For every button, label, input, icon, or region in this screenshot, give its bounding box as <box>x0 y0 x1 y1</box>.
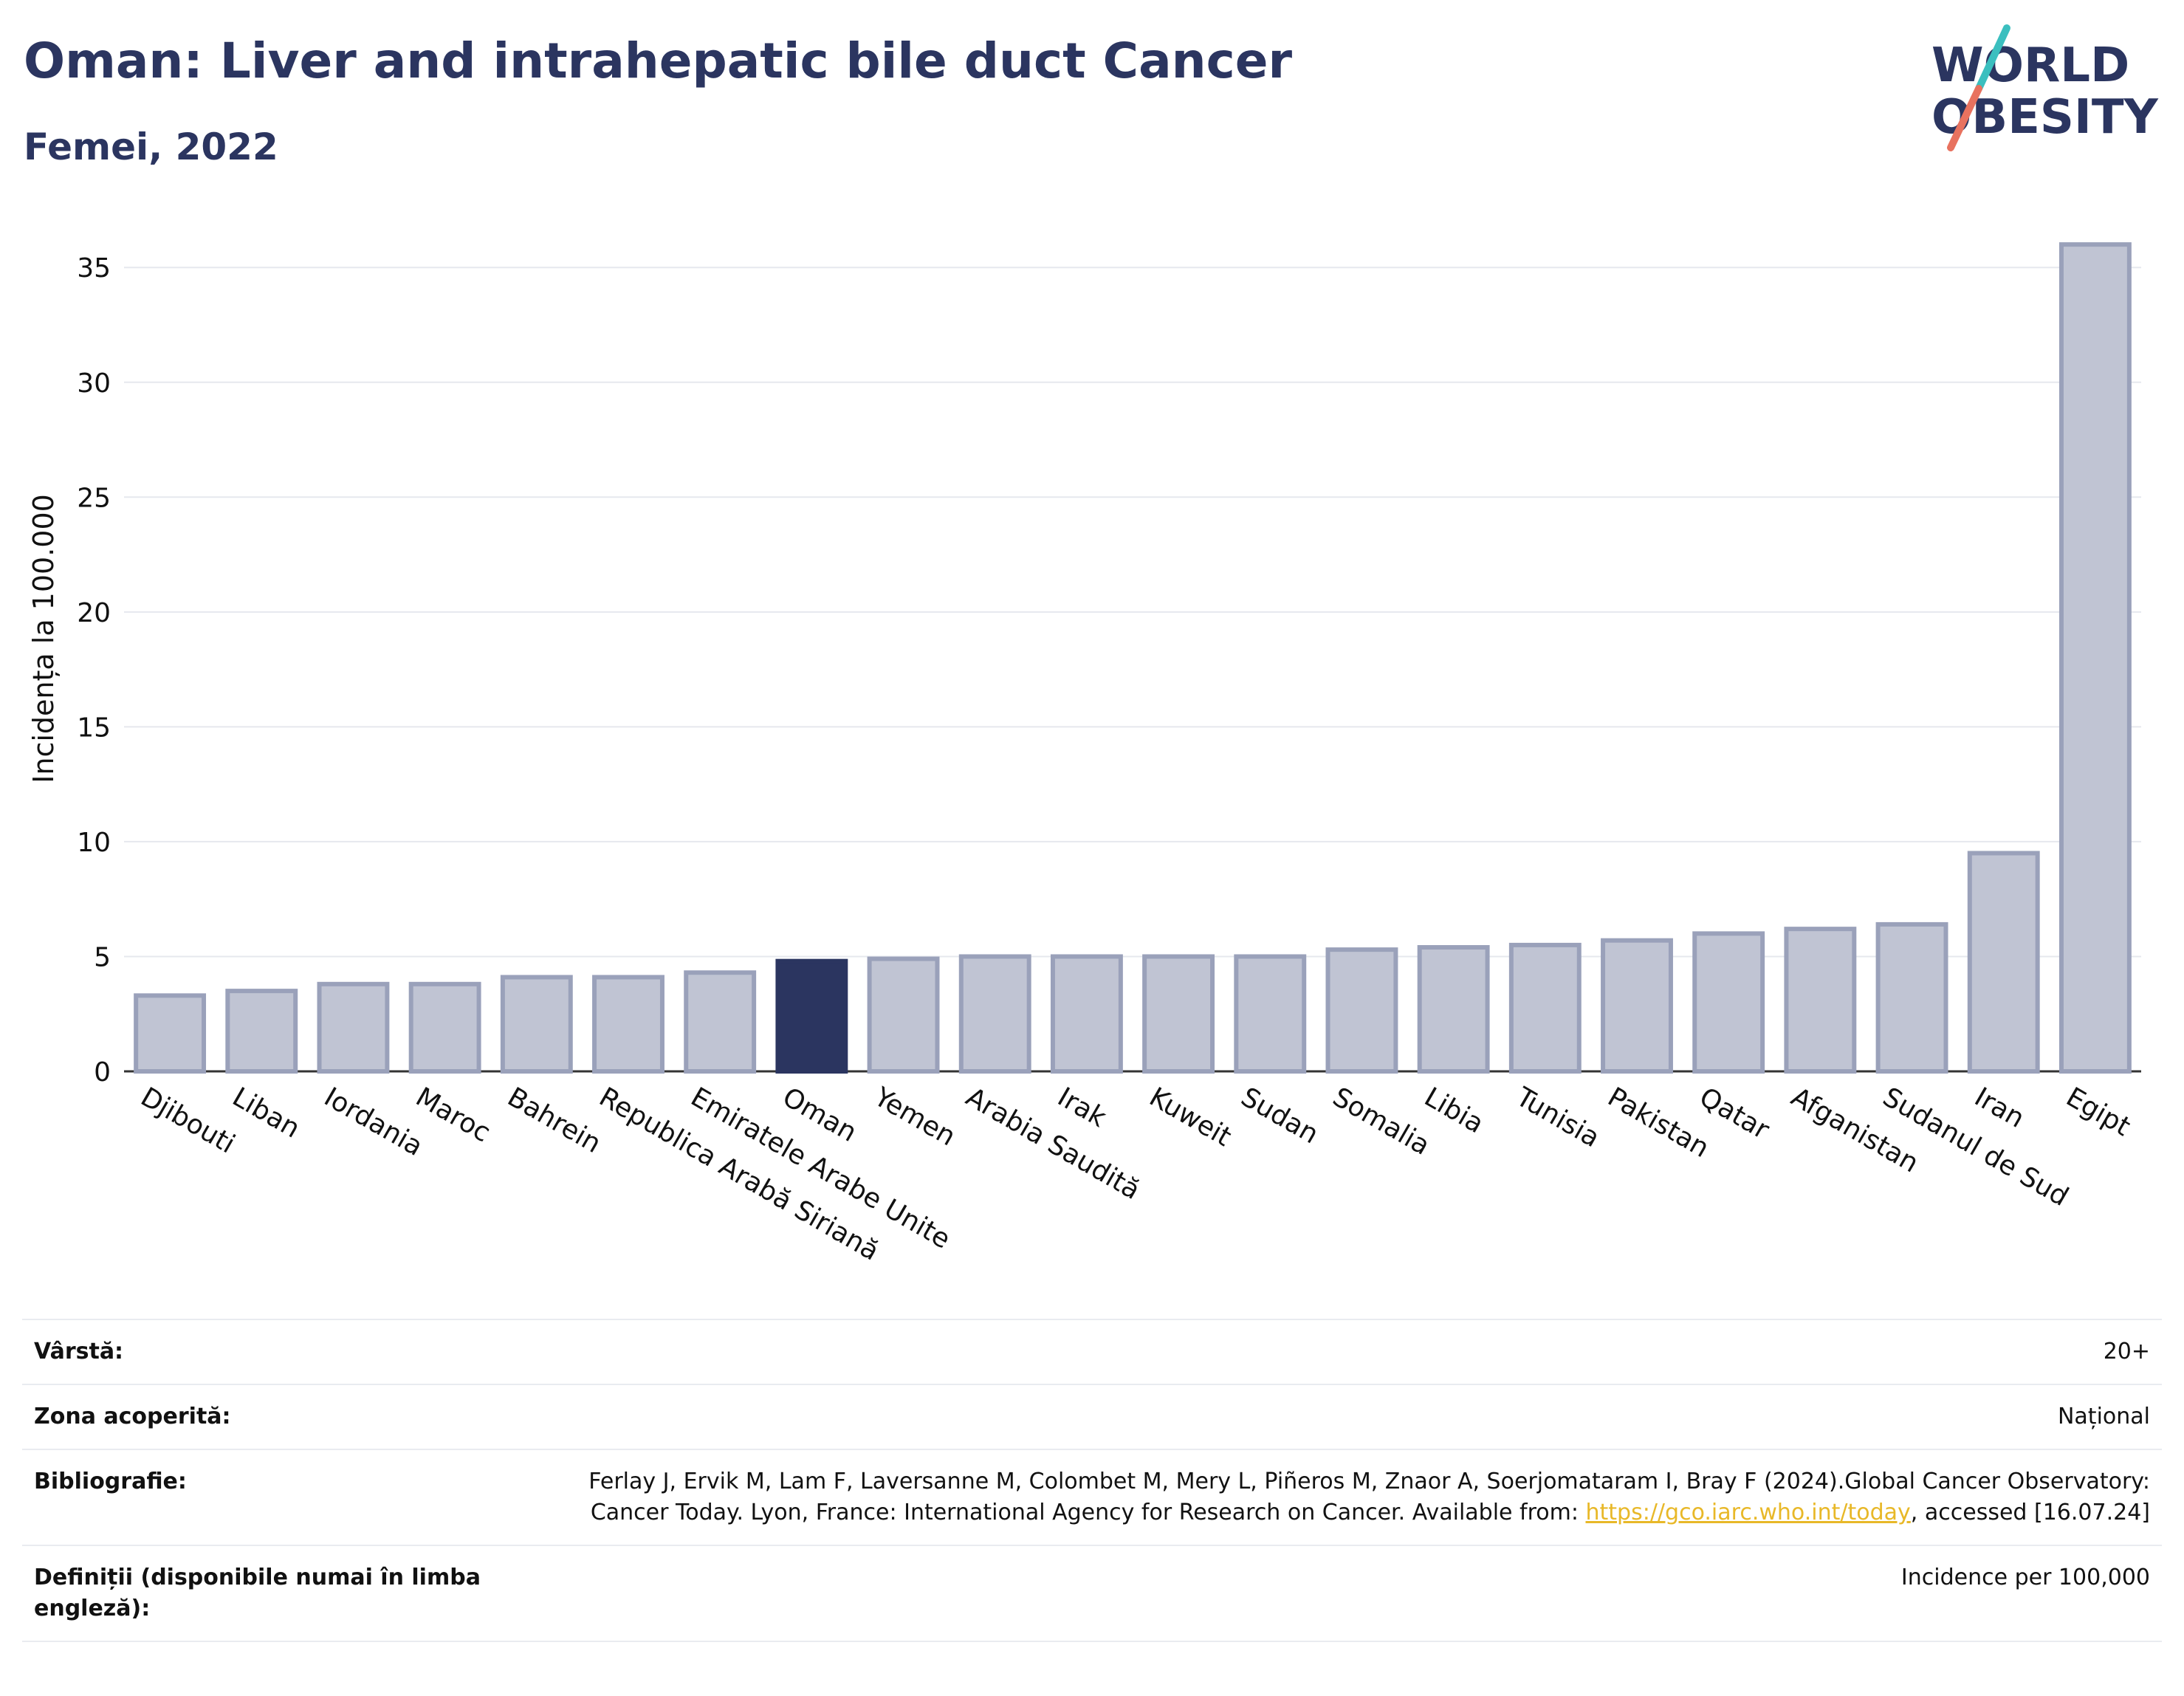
chart-subtitle: Femei, 2022 <box>24 126 278 168</box>
world-obesity-logo: WORLD OBESITY <box>1931 24 2158 151</box>
logo-slash-teal-icon <box>1975 24 2010 92</box>
x-tick-label: Bahrein <box>502 1082 605 1159</box>
meta-label: Definiții (disponibile numai în limba en… <box>34 1565 481 1621</box>
x-tick-label: Kuweit <box>1144 1082 1237 1153</box>
meta-value: Incidence per 100,000 <box>1900 1565 2150 1590</box>
bar-emiratele-arabe-unite <box>684 970 757 1074</box>
y-tick-label: 15 <box>77 713 111 743</box>
meta-label: Bibliografie: <box>34 1469 187 1494</box>
bar-somalia <box>1325 947 1398 1074</box>
logo-line1: WORLD <box>1931 38 2129 93</box>
bar-pakistan <box>1601 938 1673 1074</box>
meta-row-age: Vârstă: 20+ <box>22 1319 2162 1384</box>
bar-maroc <box>408 981 481 1074</box>
bar-kuweit <box>1142 954 1215 1074</box>
bar-iran <box>1967 851 2040 1074</box>
bar-arabia-saudită <box>958 954 1031 1074</box>
meta-value: Ferlay J, Ervik M, Lam F, Laversanne M, … <box>506 1466 2150 1528</box>
meta-label: Zona acoperită: <box>34 1404 231 1429</box>
x-tick-label: Djibouti <box>136 1082 240 1159</box>
y-tick-label: 30 <box>77 368 111 399</box>
meta-row-coverage: Zona acoperită: Național <box>22 1384 2162 1449</box>
x-tick-label: Egipt <box>2061 1082 2135 1142</box>
y-tick-label: 20 <box>77 598 111 628</box>
bibliography-link[interactable]: https://gco.iarc.who.int/today <box>1585 1500 1911 1525</box>
y-tick-label: 5 <box>94 942 111 972</box>
logo-slash-coral-icon <box>1947 85 1982 151</box>
y-tick-label: 0 <box>94 1057 111 1088</box>
meta-value: 20+ <box>2103 1339 2150 1364</box>
logo-line2: OBESITY <box>1931 90 2158 145</box>
bar-egipt <box>2058 242 2132 1074</box>
y-axis-label: Incidența la 100.000 <box>27 494 60 783</box>
bar-liban <box>225 989 298 1074</box>
bar-iordania <box>317 981 390 1074</box>
x-tick-label: Irak <box>1052 1082 1111 1133</box>
x-tick-label: Iran <box>1969 1082 2029 1134</box>
bar-djibouti <box>134 993 207 1074</box>
bar-libia <box>1417 945 1490 1074</box>
bibliography-text: Ferlay J, Ervik M, Lam F, Laversanne M, … <box>588 1469 2150 1525</box>
x-tick-label: Yemen <box>868 1082 961 1153</box>
y-tick-label: 25 <box>77 483 111 513</box>
bar-republica-arabă-siriană <box>592 975 665 1074</box>
y-tick-label: 10 <box>77 828 111 858</box>
bibliography-accessed: , accessed [16.07.24] <box>1910 1500 2150 1525</box>
meta-value: Național <box>2057 1404 2150 1429</box>
y-tick-label: 35 <box>77 253 111 284</box>
bar-sudanul-de-sud <box>1875 921 1948 1074</box>
meta-row-definitions: Definiții (disponibile numai în limba en… <box>22 1545 2162 1642</box>
bar-qatar <box>1692 931 1765 1074</box>
chart-title: Oman: Liver and intrahepatic bile duct C… <box>24 32 1293 89</box>
meta-row-bibliography: Bibliografie: Ferlay J, Ervik M, Lam F, … <box>22 1449 2162 1545</box>
bar-irak <box>1050 954 1123 1074</box>
x-tick-label: Somalia <box>1328 1082 1435 1161</box>
bar-yemen <box>867 956 940 1074</box>
x-tick-label: Pakistan <box>1603 1082 1714 1164</box>
x-tick-label: Libia <box>1419 1082 1488 1139</box>
x-tick-label: Iordania <box>319 1082 427 1162</box>
bar-tunisia <box>1508 942 1582 1074</box>
x-tick-label: Sudan <box>1236 1082 1324 1150</box>
bar-sudan <box>1234 954 1307 1074</box>
x-tick-label: Tunisia <box>1510 1082 1604 1153</box>
meta-label: Vârstă: <box>34 1339 124 1364</box>
bar-bahrein <box>500 975 573 1074</box>
bar-afganistan <box>1784 927 1857 1074</box>
metadata-table: Vârstă: 20+ Zona acoperită: Național Bib… <box>22 1319 2162 1642</box>
bar-oman <box>775 958 848 1074</box>
x-tick-label: Arabia Saudită <box>961 1082 1145 1206</box>
